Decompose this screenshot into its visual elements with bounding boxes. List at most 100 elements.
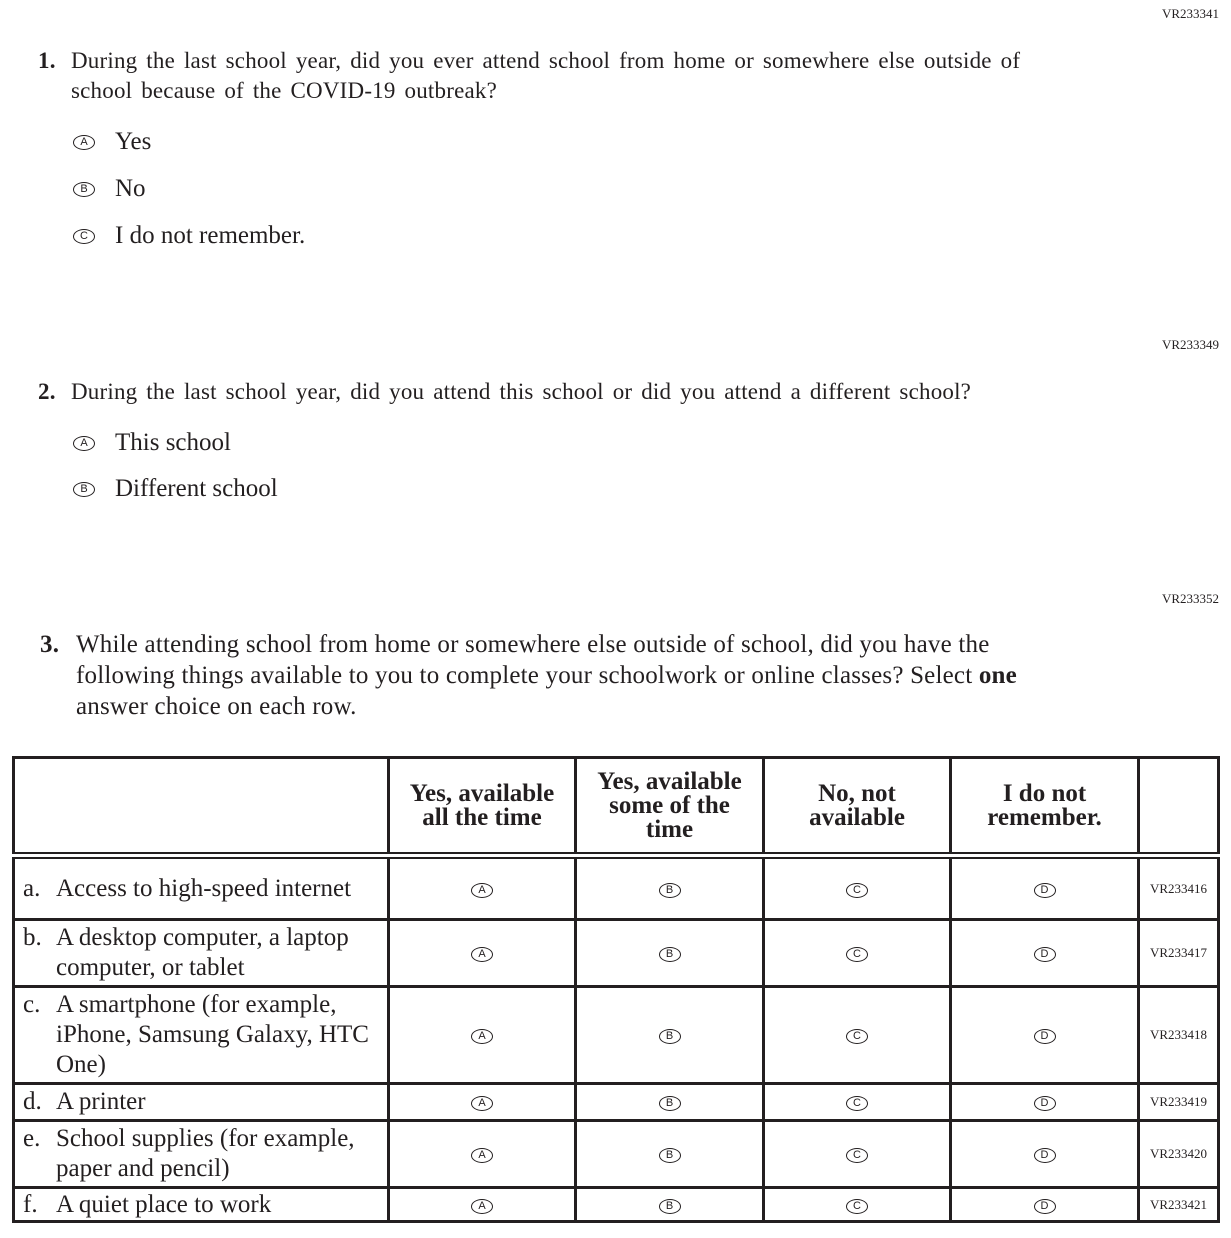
row-letter: d. <box>23 1088 42 1115</box>
bubble-d-icon[interactable]: D <box>1033 1096 1056 1111</box>
bubble-d-icon[interactable]: D <box>1033 1198 1056 1214</box>
item-id: VR233418 <box>1137 985 1220 1085</box>
item-id: VR233341 <box>1161 6 1219 21</box>
answer-cell[interactable]: D <box>949 1186 1140 1223</box>
answer-cell[interactable]: A <box>387 854 577 921</box>
bubble-b-icon[interactable]: B <box>658 1148 681 1163</box>
bubble-d-icon[interactable]: D <box>1033 1029 1056 1044</box>
header-blank <box>12 756 390 859</box>
bubble-a-icon[interactable]: A <box>73 134 95 150</box>
option-different-school[interactable]: B Different school <box>73 475 278 503</box>
bubble-d-icon[interactable]: D <box>1033 882 1056 898</box>
option-yes[interactable]: A Yes <box>73 128 151 156</box>
bubble-a-icon[interactable]: A <box>471 1096 493 1111</box>
answer-cell[interactable]: B <box>574 918 765 988</box>
bubble-a-icon[interactable]: A <box>471 882 493 898</box>
question-number: 2. <box>38 379 56 404</box>
item-id: VR233416 <box>1137 854 1220 921</box>
answer-cell[interactable]: C <box>762 1186 952 1223</box>
row-letter: c. <box>23 991 41 1018</box>
answer-cell[interactable]: B <box>574 1186 765 1223</box>
table-row: f. A quiet place to work A B C D VR233421 <box>12 1186 1220 1223</box>
bubble-b-icon[interactable]: B <box>658 882 681 898</box>
bubble-a-icon[interactable]: A <box>471 1148 493 1163</box>
row-letter: b. <box>23 924 42 951</box>
bubble-b-icon[interactable]: B <box>658 947 681 962</box>
option-no[interactable]: B No <box>73 175 146 203</box>
question-text: While attending school from home or some… <box>76 631 990 689</box>
answer-cell[interactable]: D <box>949 985 1140 1085</box>
table-row: c. A smartphone (for example, iPhone, Sam… <box>12 985 1220 1085</box>
table-row: d. A printer A B C D VR233419 <box>12 1082 1220 1122</box>
answer-cell[interactable]: C <box>762 1119 952 1189</box>
row-letter: f. <box>23 1190 38 1218</box>
item-id: VR233420 <box>1137 1119 1220 1189</box>
answer-cell[interactable]: B <box>574 1119 765 1189</box>
option-label: No <box>115 175 146 202</box>
row-label: f. A quiet place to work <box>12 1186 390 1223</box>
answer-cell[interactable]: B <box>574 985 765 1085</box>
row-text: School supplies (for example, paper and … <box>56 1125 355 1182</box>
question-2: 2. During the last school year, did you … <box>38 377 1098 407</box>
question-text: During the last school year, did you att… <box>71 379 972 404</box>
answer-cell[interactable]: D <box>949 854 1140 921</box>
bubble-a-icon[interactable]: A <box>471 1198 493 1214</box>
bubble-b-icon[interactable]: B <box>73 481 95 497</box>
bubble-c-icon[interactable]: C <box>846 1029 868 1044</box>
option-label: I do not remember. <box>115 222 306 249</box>
column-header: Yes, available all the time <box>387 756 577 859</box>
row-text: A smartphone (for example, iPhone, Samsu… <box>56 991 369 1078</box>
item-id: VR233417 <box>1137 918 1220 988</box>
row-label: d. A printer <box>12 1082 390 1122</box>
answer-cell[interactable]: A <box>387 1186 577 1223</box>
table-row: e. School supplies (for example, paper an… <box>12 1119 1220 1189</box>
answer-cell[interactable]: A <box>387 1119 577 1189</box>
answer-cell[interactable]: C <box>762 854 952 921</box>
answer-cell[interactable]: A <box>387 985 577 1085</box>
question-number: 3. <box>40 631 60 658</box>
row-label: b. A desktop computer, a laptop computer,… <box>12 918 390 988</box>
option-do-not-remember[interactable]: C I do not remember. <box>73 222 305 250</box>
bubble-c-icon[interactable]: C <box>846 1148 868 1163</box>
bubble-a-icon[interactable]: A <box>73 435 95 451</box>
row-letter: a. <box>23 874 41 902</box>
item-id: VR233352 <box>1161 591 1219 606</box>
answer-cell[interactable]: D <box>949 918 1140 988</box>
row-text: A quiet place to work <box>56 1190 272 1218</box>
bubble-b-icon[interactable]: B <box>658 1198 681 1214</box>
bubble-b-icon[interactable]: B <box>658 1096 681 1111</box>
item-id: VR233419 <box>1137 1082 1220 1122</box>
answer-cell[interactable]: B <box>574 854 765 921</box>
row-label: e. School supplies (for example, paper an… <box>12 1119 390 1189</box>
answer-cell[interactable]: D <box>949 1082 1140 1122</box>
row-text: Access to high-speed internet <box>56 874 352 902</box>
answer-cell[interactable]: C <box>762 1082 952 1122</box>
bubble-c-icon[interactable]: C <box>846 947 868 962</box>
question-text: answer choice on each row. <box>76 693 357 720</box>
table-row: b. A desktop computer, a laptop computer,… <box>12 918 1220 988</box>
row-label: c. A smartphone (for example, iPhone, Sam… <box>12 985 390 1085</box>
option-this-school[interactable]: A This school <box>73 429 231 457</box>
question-3: 3. While attending school from home or s… <box>40 629 1080 722</box>
answer-cell[interactable]: C <box>762 985 952 1085</box>
bubble-b-icon[interactable]: B <box>658 1029 681 1044</box>
answer-cell[interactable]: A <box>387 918 577 988</box>
bubble-c-icon[interactable]: C <box>846 882 868 898</box>
column-header: I do not remember. <box>949 756 1140 859</box>
answer-cell[interactable]: C <box>762 918 952 988</box>
bubble-d-icon[interactable]: D <box>1033 1148 1056 1163</box>
bubble-d-icon[interactable]: D <box>1033 947 1056 962</box>
bubble-c-icon[interactable]: C <box>846 1198 868 1214</box>
answer-cell[interactable]: A <box>387 1082 577 1122</box>
column-header: Yes, available some of the time <box>574 756 765 859</box>
option-label: This school <box>115 429 231 456</box>
bubble-c-icon[interactable]: C <box>846 1096 868 1111</box>
option-label: Different school <box>115 475 278 502</box>
answer-cell[interactable]: D <box>949 1119 1140 1189</box>
bubble-a-icon[interactable]: A <box>471 947 493 962</box>
bubble-a-icon[interactable]: A <box>471 1029 493 1044</box>
bubble-b-icon[interactable]: B <box>73 181 95 197</box>
option-label: Yes <box>115 128 152 155</box>
answer-cell[interactable]: B <box>574 1082 765 1122</box>
bubble-c-icon[interactable]: C <box>73 228 95 244</box>
